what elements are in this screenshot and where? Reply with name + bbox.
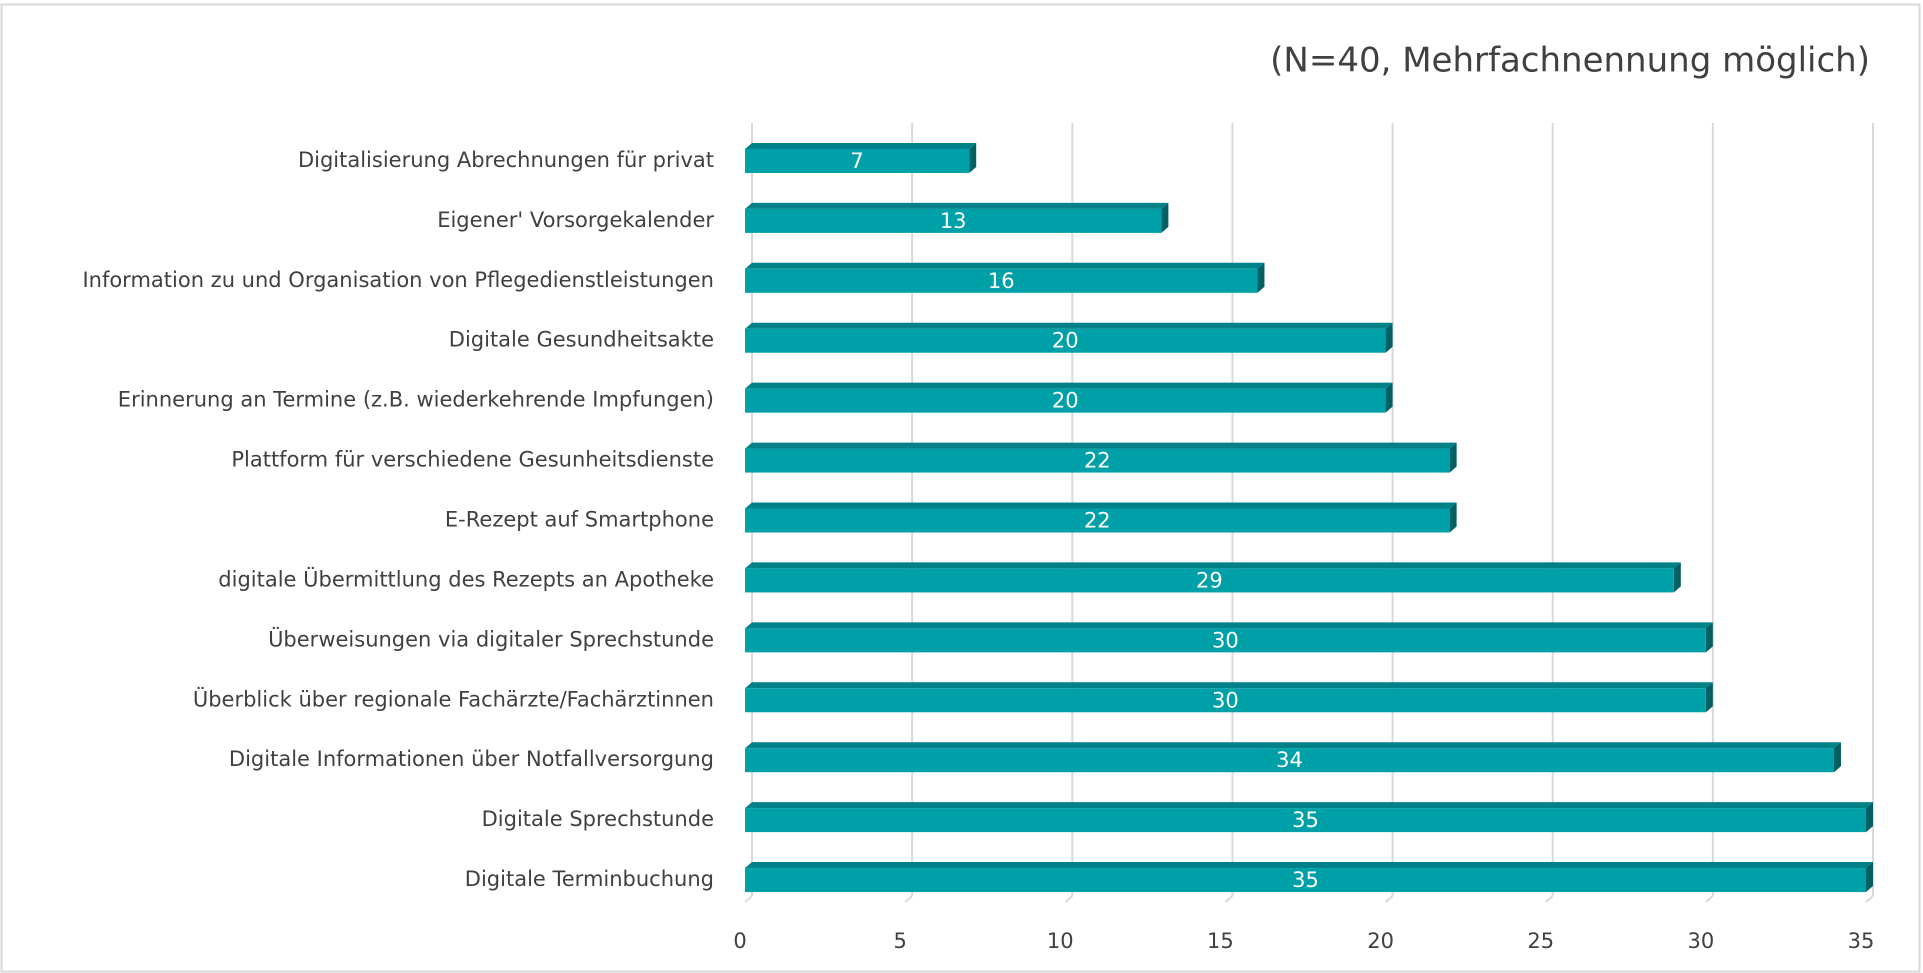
bar-side <box>1449 502 1457 533</box>
y-tick-label: Plattform für verschiedene Gesunheitsdie… <box>231 448 714 472</box>
data-label: 35 <box>1292 808 1319 832</box>
bar <box>745 868 1866 893</box>
data-label: 20 <box>1052 389 1079 413</box>
bar-top <box>745 322 1393 329</box>
y-tick-label: Erinnerung an Termine (z.B. wiederkehren… <box>118 388 714 412</box>
x-tick-label: 5 <box>893 929 906 953</box>
chart-border <box>0 3 1921 973</box>
y-tick-label: Information zu und Organisation von Pfle… <box>82 268 714 292</box>
bar <box>745 208 1162 233</box>
grid-floor <box>1545 895 1554 903</box>
bar <box>745 808 1866 833</box>
bar-side <box>1705 622 1713 653</box>
bar-top <box>745 442 1457 449</box>
data-label: 20 <box>1052 329 1079 353</box>
x-tick-label: 20 <box>1367 929 1394 953</box>
data-label: 30 <box>1212 628 1239 652</box>
grid-floor <box>1705 895 1714 903</box>
bar <box>745 748 1834 773</box>
bar-side <box>1161 202 1169 233</box>
bar <box>745 448 1450 473</box>
y-tick-label: Digitale Sprechstunde <box>482 807 714 831</box>
grid-floor <box>1064 895 1073 903</box>
data-label: 7 <box>850 149 863 173</box>
bar <box>745 508 1450 533</box>
y-tick-label: Überblick über regionale Fachärzte/Fachä… <box>193 686 714 711</box>
bar-side <box>1449 442 1457 473</box>
x-tick-label: 30 <box>1687 929 1714 953</box>
bar <box>745 148 970 173</box>
bar-side <box>1866 802 1873 833</box>
data-label: 22 <box>1084 509 1111 533</box>
bar-top <box>745 802 1873 809</box>
bar <box>745 628 1706 653</box>
bar <box>745 328 1386 353</box>
data-label: 35 <box>1292 868 1319 892</box>
chart-subtitle: (N=40, Mehrfachnennung möglich) <box>1270 41 1870 81</box>
bar <box>745 568 1674 593</box>
bar <box>745 388 1386 413</box>
bar-side <box>1705 682 1713 713</box>
bar-side <box>1385 382 1393 413</box>
x-tick-label: 0 <box>733 929 746 953</box>
x-tick-label: 35 <box>1848 929 1875 953</box>
y-tick-label: Eigener' Vorsorgekalender <box>437 208 714 232</box>
bar-top <box>745 382 1393 389</box>
bar-top <box>745 862 1873 869</box>
y-tick-label: Digitale Gesundheitsakte <box>449 328 714 352</box>
bar-top <box>745 742 1841 749</box>
data-label: 34 <box>1276 748 1303 772</box>
data-label: 29 <box>1196 568 1223 592</box>
y-tick-label: Digitale Informationen über Notfallverso… <box>229 747 714 771</box>
bar-top <box>745 502 1457 509</box>
x-tick-label: 10 <box>1047 929 1074 953</box>
y-tick-label: Überweisungen via digitaler Sprechstunde <box>268 626 714 651</box>
bar-top <box>745 202 1169 209</box>
data-label: 16 <box>988 269 1015 293</box>
grid-floor <box>1224 895 1234 903</box>
bar-top <box>745 262 1265 269</box>
bar <box>745 688 1706 713</box>
y-tick-label: Digitale Terminbuchung <box>465 867 714 891</box>
grid-floor <box>744 895 753 903</box>
bar <box>745 268 1258 293</box>
bar-top <box>745 682 1713 689</box>
bar-side <box>1257 262 1265 293</box>
x-tick-label: 25 <box>1527 929 1554 953</box>
y-tick-label: Digitalisierung Abrechnungen für privat <box>298 148 714 172</box>
grid-floor <box>1865 895 1874 903</box>
y-tick-label: digitale Übermittlung des Rezepts an Apo… <box>218 566 714 591</box>
y-tick-label: E-Rezept auf Smartphone <box>445 508 714 532</box>
x-tick-label: 15 <box>1207 929 1234 953</box>
data-label: 13 <box>940 209 967 233</box>
bar-top <box>745 562 1681 569</box>
bar-side <box>1833 742 1841 773</box>
bar-side <box>1385 322 1393 353</box>
bar-top <box>745 622 1713 629</box>
data-label: 30 <box>1212 688 1239 712</box>
data-label: 22 <box>1084 449 1111 473</box>
grid-floor <box>1384 895 1394 903</box>
bar-side <box>1673 562 1681 593</box>
bar-top <box>745 142 977 149</box>
grid-floor <box>904 895 913 903</box>
bar-side <box>969 142 977 173</box>
bar-side <box>1866 862 1873 893</box>
